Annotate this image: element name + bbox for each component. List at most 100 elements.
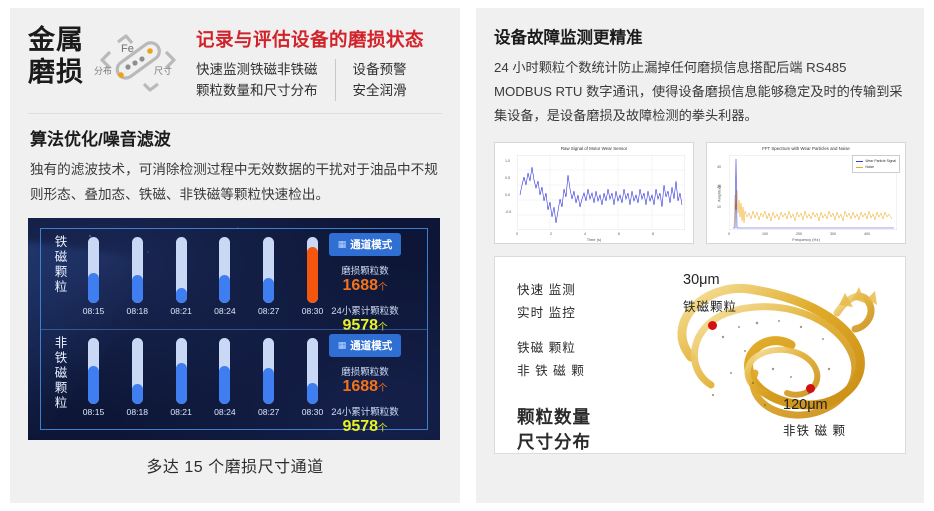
bar-time-label: 08:24 [214,407,236,417]
chart-svg [516,154,686,231]
label-char: 磁 [54,366,68,380]
particle-marker-120um [806,384,815,393]
bar-chart-ferrous: 08:15 08:18 08:21 08:24 08:27 08:30 [83,237,323,319]
photo-line: 颗粒数量 [517,407,591,427]
chart-ytick: 0.0 [505,193,510,197]
right-panel: 设备故障监测更精准 24 小时颗粒个数统计防止漏掉任何磨损信息搭配后端 RS48… [476,8,924,503]
bar-time-label: 08:27 [257,407,280,417]
stat-value-wear-count: 1688个 [311,277,419,296]
bar-fill [219,274,231,303]
wear-particle-icon: Fe 分布 尺寸 [92,28,184,98]
stat-unit: 个 [378,383,388,394]
bar-fill [131,275,143,303]
chart-legend: Wear Particle Signal Noise [852,155,900,173]
icon-label-distribution: 分布 [94,66,113,76]
channel-mode-button-ferrous[interactable]: ▦ 通道模式 [328,233,402,256]
charts-row: Raw Signal of Motor Wear Sensor Amplitud… [494,142,906,244]
annotation-120um-label: 非铁 磁 颗 [783,424,846,438]
bar-track [131,237,143,303]
bar-fill [175,363,187,404]
photo-line: 尺寸分布 [517,432,591,452]
chart-xtick: 8 [652,232,654,236]
chart-xtick: 200 [796,232,802,236]
label-char: 粒 [54,280,68,294]
legend-item-signal: Wear Particle Signal [856,158,896,164]
bar-fill [306,382,318,404]
chart-xtick: 6 [618,232,620,236]
header-text-block: 记录与评估设备的磨损状态 快速监测铁磁非铁磁 颗粒数量和尺寸分布 设备预警 安全… [196,24,424,101]
bar-column: 08:18 [127,237,148,319]
bar-fill [88,365,99,404]
bar-track [219,338,231,404]
bar-column: 08:24 [214,338,236,420]
label-char: 颗 [54,265,68,279]
channel-mode-button-nonferrous[interactable]: ▦ 通道模式 [328,334,402,357]
legend-swatch [856,160,864,162]
chart-ytick: -0.5 [505,210,512,214]
bar-fill [263,277,275,303]
section-title: 算法优化/噪音滤波 [30,130,171,149]
bar-column: 08:30 [302,237,323,319]
bar-chart-nonferrous: 08:15 08:18 08:21 08:24 08:27 08:30 [83,338,323,420]
label-char: 铁 [54,351,68,365]
bar-track [88,237,99,303]
stat-number: 1688 [342,277,379,294]
bar-column: 08:21 [170,237,192,319]
legend-label: Noise [865,165,875,169]
chart-ytick: 1.0 [505,159,510,163]
bar-column: 08:18 [127,338,148,420]
bar-fill [131,384,143,404]
bar-time-label: 08:21 [170,407,192,417]
chart-ytick: 10 [717,205,721,209]
bar-time-label: 08:24 [214,306,236,316]
chart-title: Raw Signal of Motor Wear Sensor [560,146,628,151]
bar-track [219,237,231,303]
bar-column: 08:24 [214,237,236,319]
label-char: 非 [54,336,68,350]
chart-xtick: 0 [516,232,518,236]
stats-ferrous: ▦ 通道模式 磨损颗粒数 1688个 24小累计颗粒数 9578个 [311,233,419,336]
bar-time-label: 08:27 [257,306,280,316]
brand-title: 金属 磨损 [28,24,84,88]
stat-number: 1688 [342,378,379,395]
chart-xtick: 100 [762,232,768,236]
stat-label-24h-count: 24小累计颗粒数 [331,306,399,317]
label-char: 磁 [54,250,68,264]
section-body: 独有的滤波技术，可消除检测过程中无效数据的干扰对于油品中不规则形态、叠加态、铁磁… [30,162,438,202]
photo-text-block: 快速 监测 实时 监控 铁磁 颗粒 非 铁 磁 颗 颗粒数量 尺寸分布 [517,279,591,453]
bar-column: 08:15 [83,237,104,319]
bar-fill [88,273,99,303]
header-divider [28,113,442,114]
chart-xtick: 400 [864,232,870,236]
chart-ytick: 40 [717,165,721,169]
label-char: 颗 [54,381,68,395]
photo-line: 非 铁 磁 颗 [517,364,585,378]
particle-chip-icon [100,34,176,92]
header-title: 记录与评估设备的磨损状态 [196,29,425,50]
chart-raw-signal: Raw Signal of Motor Wear Sensor Amplitud… [494,142,694,244]
chart-xtick: 2 [550,232,552,236]
annotation-30um-value: 30μm [683,272,720,288]
oil-swirl-image: 30μm 铁磁颗粒 120μm 非铁 磁 颗 [653,265,901,445]
bar-column: 08:27 [258,237,279,319]
header-feature-4: 安全润滑 [352,83,407,98]
stat-unit: 个 [378,423,388,434]
legend-swatch [856,166,864,168]
channel-icon: ▦ [337,340,347,350]
photo-line: 铁磁 颗粒 [517,341,576,355]
bar-track [306,338,318,404]
right-body: 24 小时颗粒个数统计防止漏掉任何磨损信息搭配后端 RS485 MODBUS R… [494,60,903,123]
left-panel: 金属 磨损 Fe [10,8,460,503]
bar-time-label: 08:21 [170,306,192,316]
chart-plot-area [516,154,686,231]
chart-xlabel: Time (s) [586,237,602,242]
stats-nonferrous: ▦ 通道模式 磨损颗粒数 1688个 24小累计颗粒数 9578个 [311,334,419,437]
bar-time-label: 08:18 [126,306,149,316]
stat-label-wear-count: 磨损颗粒数 [341,367,389,378]
bar-track [263,237,275,303]
photo-text-spacer [517,325,591,337]
bar-track [175,338,187,404]
stat-unit: 个 [378,282,388,293]
bar-time-label: 08:15 [82,306,105,316]
